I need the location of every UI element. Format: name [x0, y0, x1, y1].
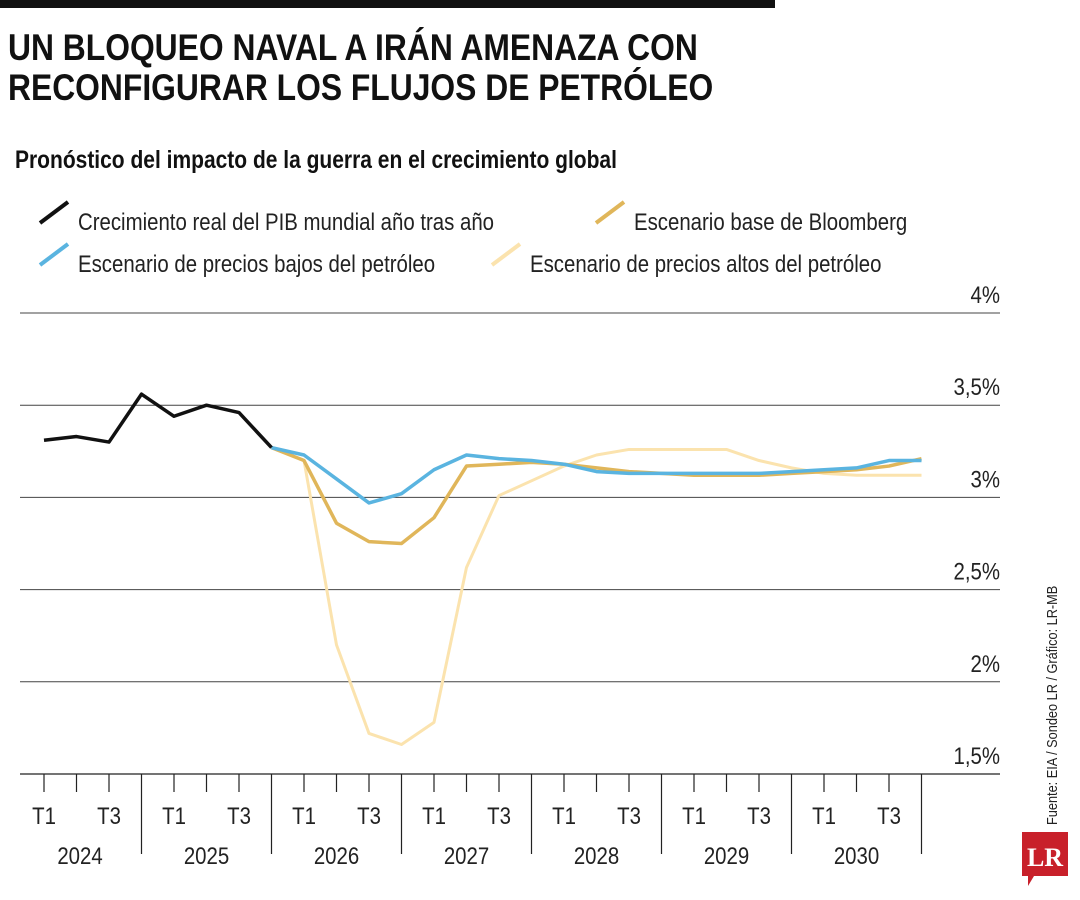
year-label: 2027: [444, 842, 489, 869]
legend: Crecimiento real del PIB mundial año tra…: [38, 200, 907, 277]
x-tick-label: T3: [617, 802, 641, 829]
x-tick-label: T3: [97, 802, 121, 829]
y-tick-label: 4%: [971, 281, 1000, 308]
series-line-actual: [43, 392, 273, 449]
x-tick-label: T1: [292, 802, 316, 829]
series-line-low: [271, 445, 922, 505]
year-label: 2029: [704, 842, 749, 869]
title-line-2: RECONFIGURAR LOS FLUJOS DE PETRÓLEO: [8, 66, 713, 109]
x-tick-label: T3: [487, 802, 511, 829]
y-tick-label: 2,5%: [954, 558, 1000, 585]
x-tick-label: T3: [357, 802, 381, 829]
year-label: 2028: [574, 842, 619, 869]
top-rule: [0, 0, 775, 8]
title-line-1: UN BLOQUEO NAVAL A IRÁN AMENAZA CON: [8, 26, 698, 69]
y-tick-label: 3,5%: [954, 374, 1000, 401]
lr-logo: LR: [1022, 832, 1068, 886]
legend-label-low: Escenario de precios bajos del petróleo: [78, 250, 435, 277]
legend-swatch-low: [38, 242, 70, 267]
grid: 1,5% 2% 2,5% 3% 3,5% 4%: [20, 281, 1000, 769]
series-line-base: [270, 445, 922, 546]
legend-label-base: Escenario base de Bloomberg: [634, 208, 907, 235]
y-tick-label: 2%: [971, 650, 1000, 677]
x-tick-label: T1: [32, 802, 56, 829]
series-line-high: [270, 446, 922, 746]
year-label: 2024: [57, 842, 102, 869]
year-label: 2026: [314, 842, 359, 869]
svg-text:LR: LR: [1027, 843, 1063, 872]
legend-swatch-base: [594, 200, 626, 225]
legend-swatch-actual: [38, 200, 70, 225]
chart-title: Pronóstico del impacto de la guerra en e…: [15, 145, 617, 173]
year-label: 2030: [834, 842, 879, 869]
series-lines: [43, 392, 922, 746]
y-tick-label: 1,5%: [954, 742, 1000, 769]
x-tick-label: T1: [422, 802, 446, 829]
x-axis: T1 T3 T1 T3 T1 T3 T1 T3 T1 T3 T1 T3 T1 T3 2024 2025 2026…: [20, 773, 1000, 869]
legend-swatch-high: [490, 242, 522, 267]
x-tick-label: T1: [552, 802, 576, 829]
y-tick-label: 3%: [971, 466, 1000, 493]
x-tick-label: T1: [812, 802, 836, 829]
legend-label-actual: Crecimiento real del PIB mundial año tra…: [78, 208, 494, 235]
x-tick-label: T3: [747, 802, 771, 829]
source-note: Fuente: EIA / Sondeo LR / Gráfico: LR-MB: [1043, 586, 1060, 825]
x-tick-label: T1: [162, 802, 186, 829]
year-label: 2025: [184, 842, 229, 869]
x-tick-label: T3: [877, 802, 901, 829]
legend-label-high: Escenario de precios altos del petróleo: [530, 250, 881, 277]
x-tick-label: T1: [682, 802, 706, 829]
x-tick-label: T3: [227, 802, 251, 829]
